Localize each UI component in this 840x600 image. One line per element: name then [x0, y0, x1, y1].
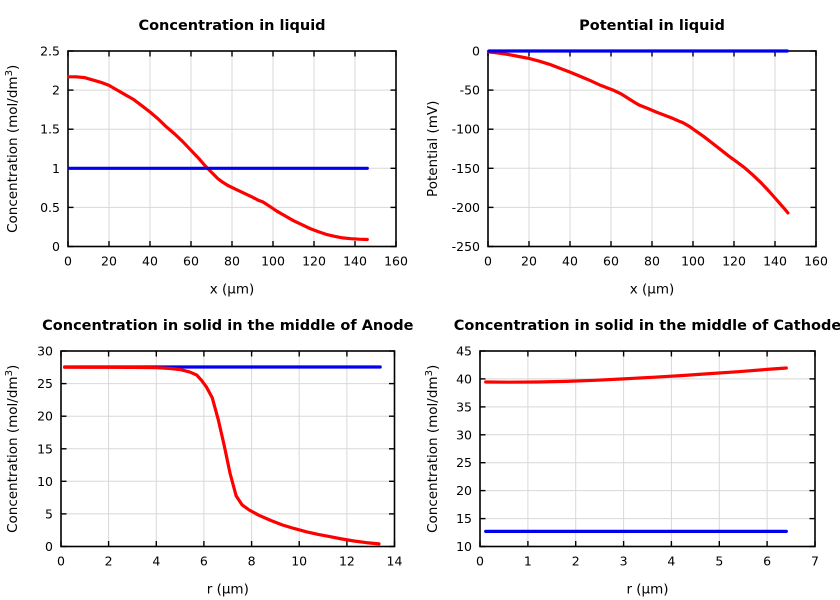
x-tick-label: 2 [105, 554, 113, 569]
y-tick-label: 15 [37, 441, 53, 456]
plot-potential-in-liquid: 0 20 40 60 80 100 120 140 160 -250 -200 -150 -100 -50… [420, 0, 840, 300]
y-axis-label: Concentration (mol/dm3) [4, 65, 21, 233]
x-axis-label: r (µm) [207, 582, 249, 598]
plot-concentration-solid-cathode: 0 1 2 3 4 5 6 7 10 15 20 25 30 35 40 45 Concentration in… [420, 300, 840, 600]
y-tick-label: 0.5 [40, 200, 60, 215]
x-tick-label: 12 [339, 554, 355, 569]
concentration-anode-chart: 0 2 4 6 8 10 12 14 0 5 10 15 20 25 30 Concentration in … [4, 318, 414, 598]
x-tick-label: 7 [811, 554, 819, 569]
chart-title: Concentration in solid in the middle of … [42, 318, 413, 334]
potential-liquid-chart: 0 20 40 60 80 100 120 140 160 -250 -200 -150 -100 -50… [425, 18, 828, 298]
x-tick-label: 5 [715, 554, 723, 569]
y-tick-label: 35 [456, 399, 472, 414]
y-tick-label: 0 [472, 44, 480, 59]
y-tick-label: 2.5 [40, 44, 60, 59]
y-tick-label: 2 [52, 83, 60, 98]
x-tick-label: 100 [261, 254, 285, 269]
x-tick-label: 0 [476, 554, 484, 569]
y-tick-label: 30 [37, 344, 53, 359]
x-axis-label: x (µm) [210, 282, 255, 298]
x-tick-label: 10 [291, 554, 307, 569]
y-tick-label: 0 [45, 539, 53, 554]
x-tick-label: 40 [142, 254, 158, 269]
x-tick-label: 2 [572, 554, 580, 569]
x-tick-label: 120 [302, 254, 326, 269]
x-tick-label: 60 [183, 254, 199, 269]
y-tick-label: 15 [456, 511, 472, 526]
y-tick-label: 10 [37, 474, 53, 489]
x-tick-label: 60 [603, 254, 619, 269]
y-tick-label: -200 [452, 200, 480, 215]
y-axis-label: Potential (mV) [425, 101, 441, 197]
y-tick-label: 25 [37, 376, 53, 391]
x-axis-label: x (µm) [630, 282, 675, 298]
y-axis-label: Concentration (mol/dm3) [4, 365, 21, 533]
x-tick-label: 0 [64, 254, 72, 269]
y-tick-label: 1.5 [40, 122, 60, 137]
x-tick-label: 140 [763, 254, 787, 269]
axes-box [479, 350, 816, 548]
chart-title: Concentration in solid in the middle of … [454, 318, 840, 334]
y-tick-label: 0 [52, 239, 60, 254]
y-tick-label: 45 [456, 344, 472, 359]
y-tick-label: 20 [456, 483, 472, 498]
x-tick-label: 80 [644, 254, 660, 269]
x-axis-label: r (µm) [626, 582, 668, 598]
y-tick-label: -50 [460, 83, 480, 98]
x-tick-label: 14 [387, 554, 403, 569]
y-tick-label: 25 [456, 455, 472, 470]
x-tick-label: 160 [384, 254, 408, 269]
x-tick-label: 8 [248, 554, 256, 569]
x-tick-label: 6 [763, 554, 771, 569]
x-tick-label: 20 [101, 254, 117, 269]
y-tick-label: -150 [452, 161, 480, 176]
x-tick-label: 140 [343, 254, 367, 269]
x-tick-label: 120 [722, 254, 746, 269]
y-tick-label: 1 [52, 161, 60, 176]
x-tick-label: 80 [224, 254, 240, 269]
x-tick-label: 0 [484, 254, 492, 269]
y-axis-label: Concentration (mol/dm3) [424, 365, 441, 533]
x-tick-label: 160 [804, 254, 828, 269]
y-tick-label: 30 [456, 427, 472, 442]
x-tick-label: 4 [667, 554, 675, 569]
y-tick-label: 5 [45, 506, 53, 521]
y-tick-label: -250 [452, 239, 480, 254]
x-tick-label: 4 [152, 554, 160, 569]
chart-title: Concentration in liquid [138, 18, 325, 34]
series-red [484, 366, 788, 384]
plot-concentration-solid-anode: 0 2 4 6 8 10 12 14 0 5 10 15 20 25 30 Concentration in … [0, 300, 420, 600]
x-tick-label: 1 [524, 554, 532, 569]
plot-concentration-in-liquid: 0 20 40 60 80 100 120 140 160 0 0.5 1 1.5 2 2.5 Concent… [0, 0, 420, 300]
series-red [486, 50, 790, 215]
x-tick-label: 40 [562, 254, 578, 269]
series-red [62, 365, 381, 546]
x-tick-label: 3 [620, 554, 628, 569]
concentration-liquid-chart: 0 20 40 60 80 100 120 140 160 0 0.5 1 1.5 2 2.5 Concent… [4, 18, 408, 298]
series-red [66, 75, 369, 242]
y-tick-label: -100 [452, 122, 480, 137]
x-tick-label: 0 [57, 554, 65, 569]
x-tick-label: 6 [200, 554, 208, 569]
y-tick-label: 40 [456, 371, 472, 386]
x-tick-label: 20 [521, 254, 537, 269]
x-tick-label: 100 [681, 254, 705, 269]
y-tick-label: 10 [456, 539, 472, 554]
y-tick-label: 20 [37, 409, 53, 424]
chart-title: Potential in liquid [579, 18, 725, 34]
